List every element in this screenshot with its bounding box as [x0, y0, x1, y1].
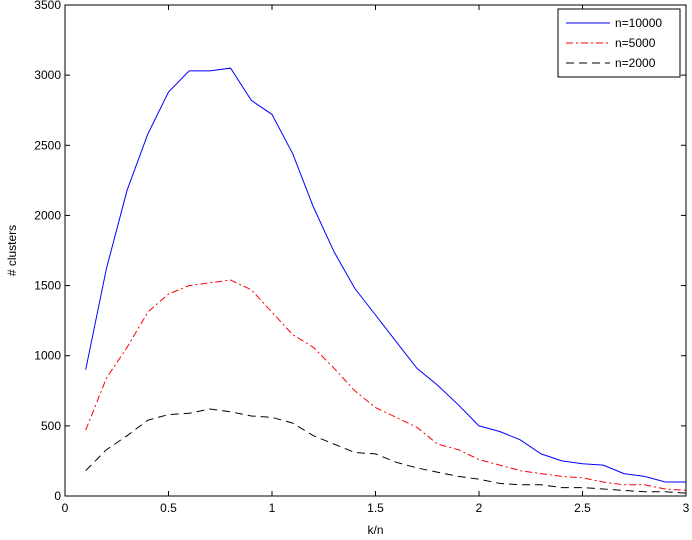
legend-label: n=10000	[615, 16, 662, 30]
y-tick-label: 2500	[34, 138, 61, 152]
legend-label: n=2000	[615, 56, 656, 70]
legend-label: n=5000	[615, 36, 656, 50]
x-axis: 0 0.5 1 1.5 2 2.5 3	[62, 5, 690, 515]
y-tick-label: 3000	[34, 68, 61, 82]
legend-box	[557, 8, 681, 78]
x-tick-label: 2.5	[574, 501, 591, 515]
x-tick-label: 1.5	[367, 501, 384, 515]
legend: n=10000 n=5000 n=2000	[557, 8, 681, 78]
series-line-2	[85, 279, 687, 491]
series-line-3	[85, 408, 687, 494]
series-line-1	[85, 67, 686, 483]
series-layer	[85, 67, 687, 494]
y-axis: 0 500 1000 1500 2000 2500 3000 3500	[34, 0, 686, 503]
x-tick-label: 0	[62, 501, 69, 515]
x-tick-label: 3	[683, 501, 690, 515]
x-tick-label: 0.5	[160, 501, 177, 515]
y-tick-label: 500	[41, 419, 61, 433]
plot-area	[64, 4, 687, 497]
x-axis-label: k/n	[367, 523, 383, 537]
x-tick-label: 1	[269, 501, 276, 515]
y-axis-label: # clusters	[5, 225, 19, 276]
y-tick-label: 1500	[34, 279, 61, 293]
x-tick-label: 2	[476, 501, 483, 515]
y-tick-label: 3500	[34, 0, 61, 12]
y-tick-label: 1000	[34, 349, 61, 363]
y-tick-label: 0	[54, 489, 61, 503]
plot-frame	[64, 4, 687, 497]
y-tick-label: 2000	[34, 208, 61, 222]
